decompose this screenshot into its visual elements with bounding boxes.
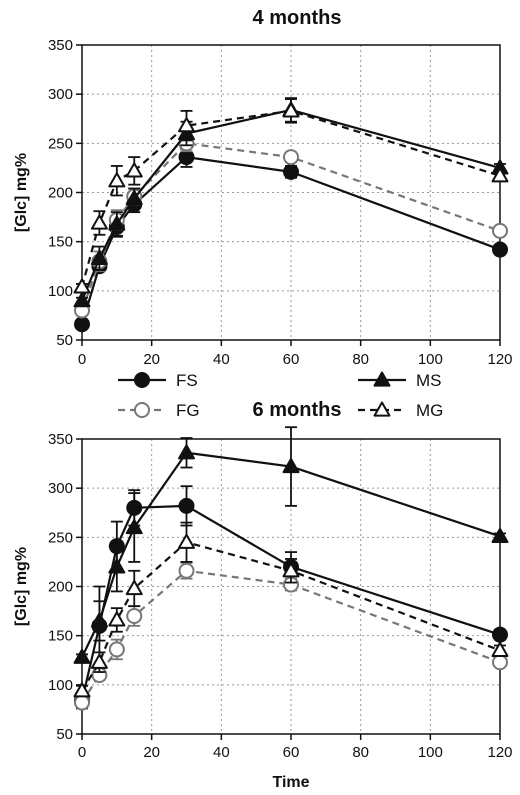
data-point-mg — [90, 214, 108, 230]
x-tick-label: 80 — [352, 351, 369, 368]
data-point-mg — [178, 117, 195, 133]
data-point-mg — [90, 653, 108, 669]
legend-marker — [373, 371, 391, 387]
x-tick-label: 100 — [418, 744, 443, 761]
data-point-mg — [282, 102, 300, 118]
data-point-fg — [108, 641, 125, 658]
legend-marker — [373, 401, 391, 417]
data-point-mg — [73, 278, 91, 294]
data-point-mg — [125, 162, 143, 178]
data-point-mg — [178, 533, 195, 549]
data-point-ms — [491, 527, 509, 543]
data-point-fg — [74, 694, 90, 711]
data-point-fs — [178, 497, 195, 514]
series-ms — [73, 426, 509, 664]
legend-item-fg: FG — [118, 401, 200, 420]
x-axis-title: Time — [272, 774, 309, 791]
y-tick-label: 350 — [48, 37, 73, 54]
data-point-fs — [178, 149, 195, 166]
x-tick-label: 60 — [283, 351, 300, 368]
panel-4-months: 0 20 40 60 80 100 120 50 100 150 200 250 300 350 4 mon… — [13, 7, 513, 368]
x-tick-label: 40 — [213, 744, 230, 761]
x-tick-label: 100 — [418, 351, 443, 368]
y-tick-label: 150 — [48, 628, 73, 645]
y-tick-label: 50 — [56, 726, 73, 743]
y-tick-label: 350 — [48, 431, 73, 448]
legend-item-mg: MG — [358, 401, 443, 420]
data-point-mg — [73, 682, 91, 698]
series-mg — [73, 98, 509, 294]
y-tick-label: 250 — [48, 529, 73, 546]
y-tick-label: 200 — [48, 185, 73, 202]
data-point-fs — [283, 163, 299, 180]
y-tick-label: 250 — [48, 135, 73, 152]
panel-6-months: 0 20 40 60 80 100 120 50 100 150 200 250 300 350 6 mon… — [13, 399, 513, 791]
legend-label: FG — [176, 401, 200, 420]
data-point-fg — [492, 222, 508, 239]
data-point-fg — [492, 654, 508, 671]
x-tick-label: 80 — [352, 744, 369, 761]
y-axis-title: [Glc] mg% — [13, 547, 30, 626]
legend-marker — [134, 402, 150, 418]
legend-marker — [134, 372, 150, 388]
x-tick-label: 120 — [487, 744, 512, 761]
data-point-mg — [108, 611, 126, 627]
legend-item-ms: MS — [358, 371, 442, 390]
data-point-ms — [108, 215, 126, 231]
data-point-fg — [283, 149, 299, 166]
legend-label: MG — [416, 401, 443, 420]
y-tick-label: 300 — [48, 86, 73, 103]
x-tick-label: 20 — [143, 351, 160, 368]
data-point-ms — [73, 292, 91, 308]
chart-title: 6 months — [253, 399, 342, 421]
legend: FS FG MS MG — [118, 371, 443, 420]
x-tick-label: 20 — [143, 744, 160, 761]
data-point-mg — [282, 562, 300, 578]
data-point-ms — [178, 444, 195, 460]
data-point-ms — [90, 249, 108, 266]
series-mg — [73, 521, 509, 698]
data-point-fs — [492, 241, 508, 258]
data-point-mg — [491, 641, 509, 658]
data-point-ms — [125, 189, 143, 206]
data-point-fg — [126, 608, 143, 624]
x-tick-label: 0 — [78, 351, 86, 368]
data-point-fg — [178, 562, 195, 579]
data-point-ms — [108, 558, 126, 574]
x-tick-label: 120 — [487, 351, 512, 368]
y-tick-label: 50 — [56, 332, 73, 349]
data-point-ms — [282, 458, 300, 474]
data-point-fs — [74, 316, 90, 333]
y-axis-title: [Glc] mg% — [13, 153, 30, 232]
data-point-mg — [491, 167, 509, 183]
y-tick-label: 200 — [48, 579, 73, 596]
data-point-ms — [125, 519, 143, 535]
y-tick-label: 150 — [48, 234, 73, 251]
x-tick-label: 40 — [213, 351, 230, 368]
y-tick-label: 100 — [48, 677, 73, 694]
x-tick-label: 0 — [78, 744, 86, 761]
legend-item-fs: FS — [118, 371, 198, 390]
y-tick-label: 100 — [48, 283, 73, 300]
y-tick-label: 300 — [48, 480, 73, 497]
data-point-fs — [492, 626, 508, 643]
data-point-mg — [108, 172, 126, 188]
legend-label: FS — [176, 371, 198, 390]
data-point-ms — [90, 612, 108, 628]
data-point-ms — [73, 648, 91, 664]
data-point-mg — [125, 579, 143, 596]
chart-title: 4 months — [253, 7, 342, 29]
x-tick-label: 60 — [283, 744, 300, 761]
legend-label: MS — [416, 371, 442, 390]
